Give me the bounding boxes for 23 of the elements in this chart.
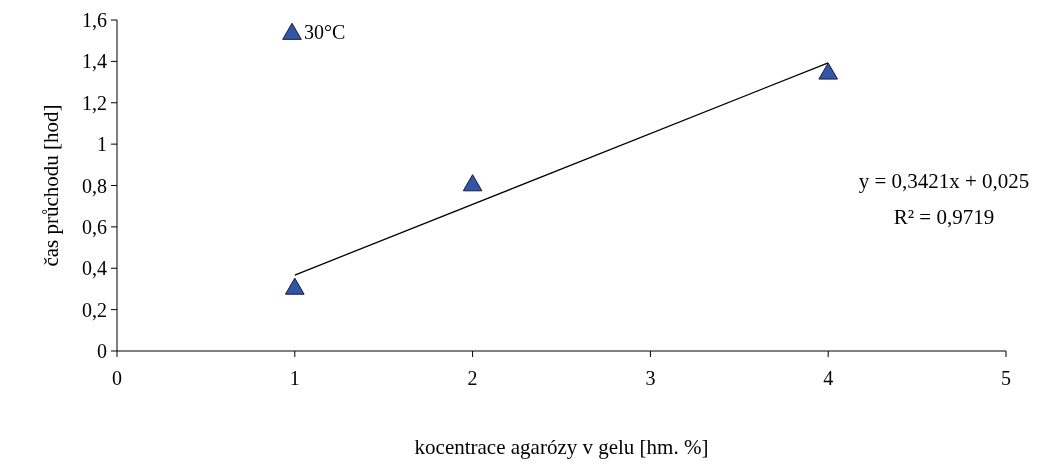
- x-tick-label: 3: [645, 367, 656, 389]
- x-tick-label: 0: [112, 367, 122, 389]
- y-axis-title: čas průchodu [hod]: [39, 104, 63, 267]
- y-tick-label: 1: [97, 133, 107, 156]
- point: [462, 174, 483, 192]
- y-tick-label: 1,2: [82, 91, 107, 114]
- x-tick-label: 5: [1001, 367, 1011, 389]
- legend-label: 30°C: [304, 21, 346, 43]
- annotation: R² = 0,9719: [893, 205, 995, 229]
- y-tick-label: 0,2: [82, 298, 107, 321]
- x-axis-title: kocentrace agarózy v gelu [hm. %]: [414, 435, 709, 459]
- point: [284, 277, 305, 295]
- y-tick-label: 1,4: [82, 50, 107, 73]
- x-tick-label: 1: [289, 367, 300, 389]
- point: [818, 62, 839, 80]
- annotation: y = 0,3421x + 0,025: [858, 169, 1030, 193]
- y-tick-label: 0,6: [82, 215, 107, 238]
- y-tick-label: 1,6: [82, 9, 107, 31]
- x-tick-label: 2: [467, 367, 478, 389]
- y-tick-label: 0,4: [82, 257, 107, 280]
- x-tick-label: 4: [823, 367, 834, 389]
- y-tick-label: 0,8: [82, 174, 107, 197]
- y-tick-label: 0: [97, 340, 107, 362]
